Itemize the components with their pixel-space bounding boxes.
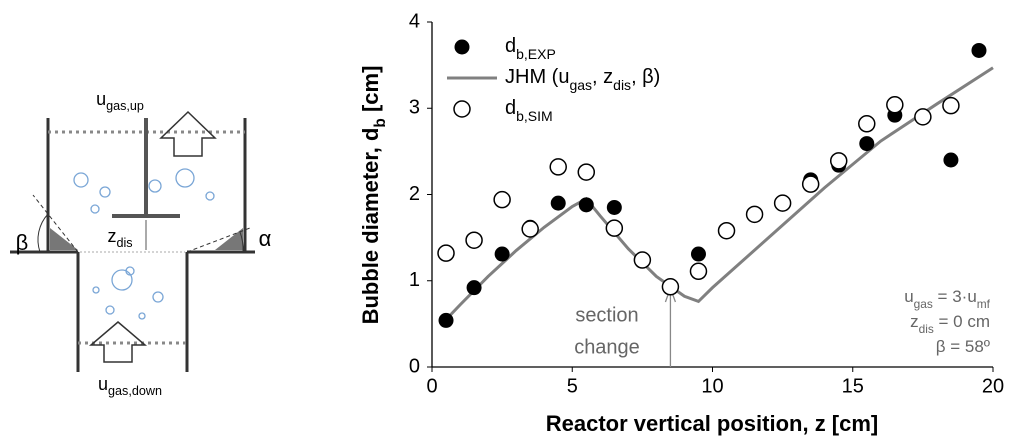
legend-label: db,SIM	[505, 97, 553, 123]
text-part: b,SIM	[516, 108, 553, 124]
text-part: dis	[613, 77, 631, 93]
y-tick-label: 0	[409, 355, 420, 377]
text-part: Reactor vertical position, z [cm]	[546, 411, 879, 436]
text-part: u	[96, 89, 106, 109]
text-part: b,EXP	[516, 46, 556, 62]
reactor-diagram	[10, 110, 255, 372]
point	[465, 231, 483, 249]
point	[661, 278, 680, 296]
point	[494, 246, 510, 262]
text-part: u	[98, 374, 108, 394]
text-part: z	[107, 226, 116, 246]
text-part: dis	[116, 236, 132, 250]
text-part: = 0 cm	[934, 312, 990, 331]
text-part: u	[904, 287, 913, 306]
point	[943, 152, 959, 168]
beta-label: β	[16, 230, 29, 255]
point	[549, 158, 567, 176]
alpha-label: α	[259, 226, 272, 251]
point	[971, 42, 987, 58]
point	[717, 221, 736, 240]
parameter-text: zdis = 0 cm	[910, 312, 990, 336]
text-part: [cm]	[358, 66, 383, 119]
text-part: z	[910, 312, 919, 331]
text-part: d	[505, 35, 516, 57]
z-dis-label: zdis	[107, 226, 132, 251]
annotation-text: section	[575, 304, 638, 326]
point	[493, 190, 511, 209]
text-part: gas,up	[106, 99, 144, 113]
point	[859, 136, 875, 152]
point	[801, 175, 820, 193]
annotation-text: change	[574, 336, 640, 358]
point	[690, 246, 706, 262]
text-part: gas	[569, 77, 592, 93]
parameter-text: β = 58º	[936, 337, 990, 356]
text-part: , β)	[631, 66, 660, 88]
text-part: β = 58º	[936, 337, 990, 356]
text-part: d	[505, 97, 516, 119]
legend-swatch	[454, 39, 470, 55]
legend-swatch	[453, 100, 471, 118]
text-part: Bubble diameter, d	[358, 128, 383, 325]
parameter-text: ugas = 3·umf	[904, 287, 990, 311]
x-axis-title: Reactor vertical position, z [cm]	[546, 411, 879, 436]
point	[578, 197, 594, 213]
text-part: gas,down	[108, 384, 162, 398]
point	[521, 220, 539, 238]
y-tick-label: 3	[409, 97, 420, 119]
text-part: mf	[977, 297, 991, 311]
point	[773, 194, 792, 212]
text-part: dis	[919, 322, 934, 336]
x-tick-label: 0	[426, 375, 437, 397]
y-tick-label: 4	[409, 10, 420, 32]
model-line	[444, 66, 994, 321]
flow-up-label: ugas,up	[96, 89, 144, 114]
point	[577, 163, 596, 181]
x-tick-label: 5	[567, 375, 578, 397]
point	[886, 96, 904, 114]
point	[550, 195, 566, 211]
point	[858, 115, 876, 133]
x-tick-label: 15	[842, 375, 864, 397]
point	[914, 108, 932, 126]
text-part: = 3·u	[933, 287, 977, 306]
point	[606, 199, 622, 215]
point	[437, 244, 455, 262]
legend-label: JHM (ugas, zdis, β)	[505, 66, 660, 92]
y-tick-label: 1	[409, 269, 420, 291]
x-tick-label: 10	[701, 375, 723, 397]
text-part: JHM (u	[505, 66, 569, 88]
point	[605, 219, 624, 237]
point	[438, 312, 454, 328]
text-part: , z	[592, 66, 613, 88]
point	[689, 262, 708, 281]
flow-down-label: ugas,down	[98, 374, 162, 399]
legend-label: db,EXP	[505, 35, 556, 61]
text-part: b	[372, 118, 389, 127]
x-tick-label: 20	[982, 375, 1004, 397]
point	[942, 96, 960, 115]
point	[633, 251, 652, 269]
y-tick-label: 2	[409, 183, 420, 205]
point	[466, 280, 482, 296]
point	[829, 152, 848, 170]
text-part: gas	[914, 297, 933, 311]
point	[745, 205, 764, 224]
y-axis-title: Bubble diameter, db [cm]	[358, 66, 389, 325]
